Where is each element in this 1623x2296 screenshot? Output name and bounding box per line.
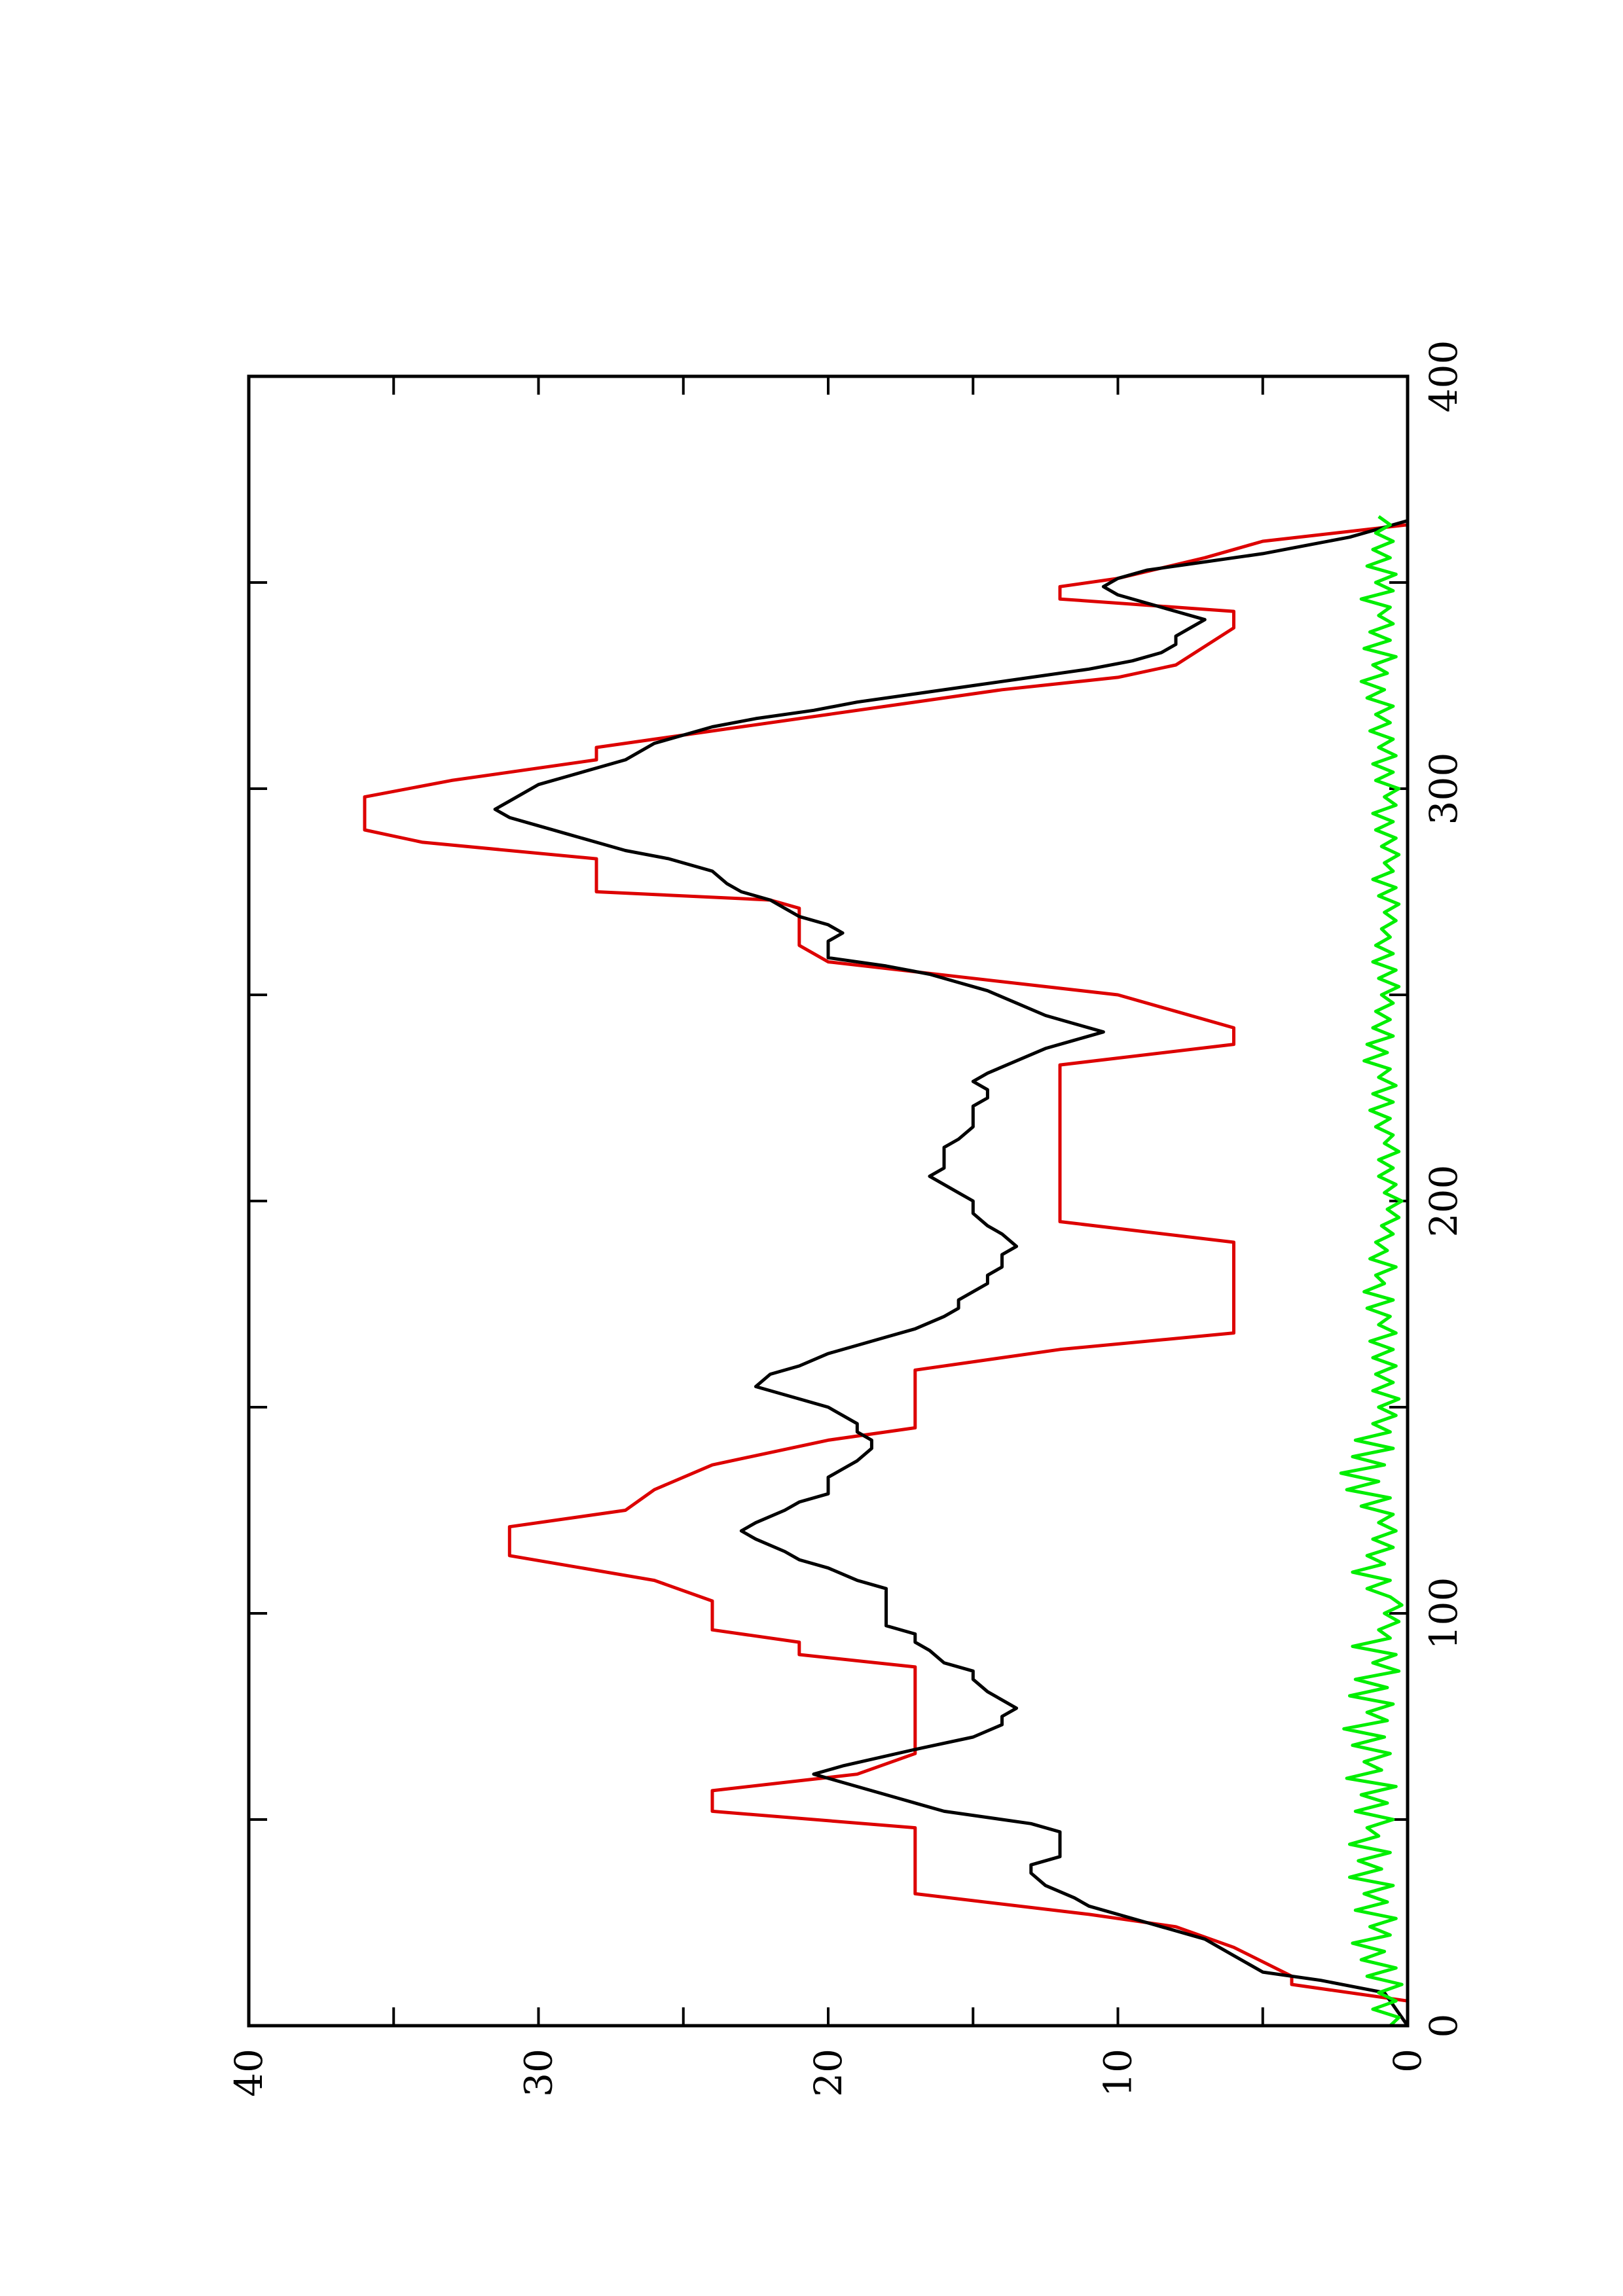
y-tick-label: 20 <box>806 2049 850 2097</box>
y-tick-label: 10 <box>1096 2049 1140 2097</box>
x-tick-label: 400 <box>1421 340 1466 413</box>
x-tick-label: 200 <box>1421 1165 1466 1238</box>
x-tick-label: 100 <box>1421 1577 1466 1650</box>
x-tick-label: 300 <box>1421 753 1466 825</box>
y-tick-label: 30 <box>517 2049 561 2097</box>
y-tick-label: 40 <box>227 2049 271 2097</box>
y-tick-label: 0 <box>1385 2049 1430 2073</box>
x-tick-label: 0 <box>1421 2014 1466 2038</box>
